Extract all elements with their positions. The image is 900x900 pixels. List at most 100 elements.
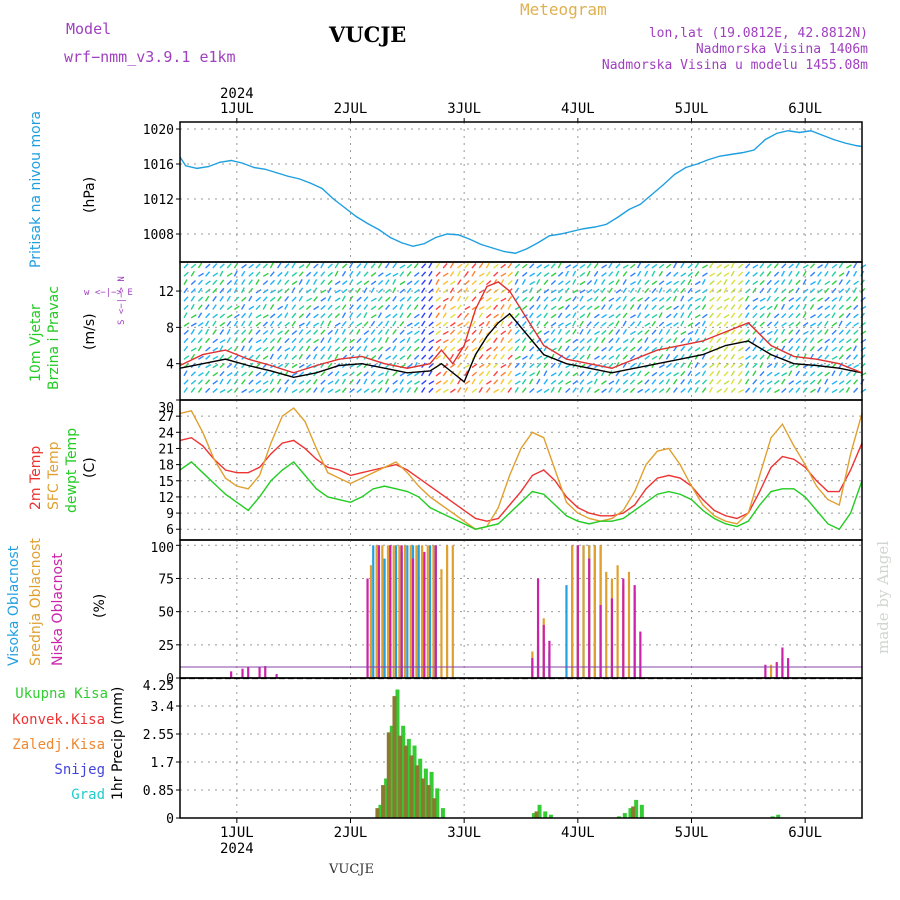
wind-barb — [838, 279, 844, 285]
wind-barb — [636, 287, 642, 294]
wind-barb — [723, 272, 730, 277]
wind-barb — [341, 288, 348, 294]
wind-barb — [651, 297, 658, 302]
wind-barb — [687, 378, 692, 385]
wind-barb — [716, 388, 723, 394]
wind-barb — [673, 354, 679, 360]
wind-barb — [644, 296, 650, 302]
wind-barb — [421, 312, 426, 319]
top-day-label: 1JUL — [220, 101, 254, 117]
wind-barb — [658, 305, 665, 311]
wind-barb — [406, 296, 412, 302]
wind-barb — [831, 329, 837, 335]
wind-barb — [190, 322, 197, 327]
wind-barb — [644, 313, 650, 319]
wind-barb — [557, 288, 564, 294]
wind-barb — [629, 287, 635, 294]
clouds-bar — [372, 545, 375, 678]
wind-barb — [348, 295, 354, 302]
wind-barb — [284, 321, 290, 327]
temperature-point — [509, 512, 511, 514]
wind-barb — [262, 272, 269, 277]
wind-barb — [205, 304, 210, 310]
wind-barb — [356, 337, 362, 344]
precip-bar — [534, 811, 539, 818]
clouds-bar — [610, 598, 614, 678]
temperature-point — [815, 485, 818, 487]
wind-barb — [759, 262, 765, 269]
footer-station: VUCJE — [329, 862, 374, 877]
wind-barb — [421, 287, 426, 294]
pressure-point — [582, 228, 585, 230]
wind-barb — [737, 304, 743, 310]
wind-barb — [212, 295, 217, 302]
wind-barb — [313, 287, 318, 294]
precip-bar — [384, 778, 389, 818]
wind-barb — [687, 287, 693, 294]
wind-barb — [428, 296, 434, 302]
wind-barb — [298, 263, 305, 269]
wind-barb — [673, 287, 679, 294]
temperature-point — [429, 496, 431, 498]
pressure-point — [469, 238, 471, 240]
wind-barb — [298, 295, 303, 302]
wind-barb — [809, 329, 815, 335]
wind-barb — [543, 296, 549, 302]
wind-barb — [622, 329, 628, 335]
wind-barb — [493, 329, 499, 335]
wind-barb — [356, 328, 361, 335]
wind-barb — [226, 280, 233, 286]
bottom-day-label: 6JUL — [788, 825, 822, 841]
wind-barb — [399, 288, 406, 294]
wind-barb — [305, 354, 311, 360]
wind-barb — [291, 296, 297, 302]
precip-bar — [381, 785, 386, 818]
wind-barb — [291, 372, 298, 377]
temperature-point — [622, 509, 624, 511]
wind-barb — [586, 312, 591, 319]
wind-barb — [666, 322, 672, 327]
wind-barb — [579, 280, 586, 286]
wind-barb — [190, 387, 196, 393]
wind-barb — [629, 354, 636, 360]
wind-barb — [291, 272, 298, 277]
wind-barb — [442, 379, 449, 385]
wind-barb — [637, 380, 643, 385]
wind-barb — [536, 288, 542, 294]
temperature-point — [565, 515, 568, 517]
wind-barb — [788, 270, 793, 277]
wind-barb — [615, 279, 620, 285]
wind-barb — [579, 272, 586, 277]
wind-barb — [377, 312, 383, 319]
pressure-point — [298, 178, 300, 180]
wind-barb — [241, 263, 247, 269]
clouds-ytick-label: 50 — [158, 606, 174, 621]
wind-barb — [730, 387, 736, 393]
clouds-grid — [180, 540, 862, 678]
temperature-point — [804, 496, 806, 498]
wind-barb — [385, 279, 390, 286]
temperature-point — [713, 509, 715, 511]
wind-barb — [702, 288, 708, 294]
wind-barb — [269, 329, 275, 335]
wind-barb — [723, 279, 728, 285]
wind-point — [509, 313, 511, 315]
wind-barb — [226, 263, 232, 269]
wind-barb — [608, 262, 613, 269]
wind-barb — [269, 320, 275, 327]
wind-barb — [831, 388, 838, 394]
wind-barb — [521, 305, 528, 311]
wind-barb — [219, 321, 226, 327]
wind-barb — [680, 320, 685, 327]
wind-barb — [723, 346, 729, 352]
wind-barb — [457, 263, 463, 269]
temperature-point — [759, 504, 761, 506]
wind-barb — [543, 264, 550, 269]
wind-barb — [744, 378, 750, 385]
pressure-point — [730, 153, 732, 155]
precip-frame — [179, 677, 863, 819]
temperature-point — [384, 485, 386, 487]
wind-barb — [737, 363, 744, 369]
wind-barb — [428, 330, 435, 335]
temperature-point — [827, 490, 829, 493]
